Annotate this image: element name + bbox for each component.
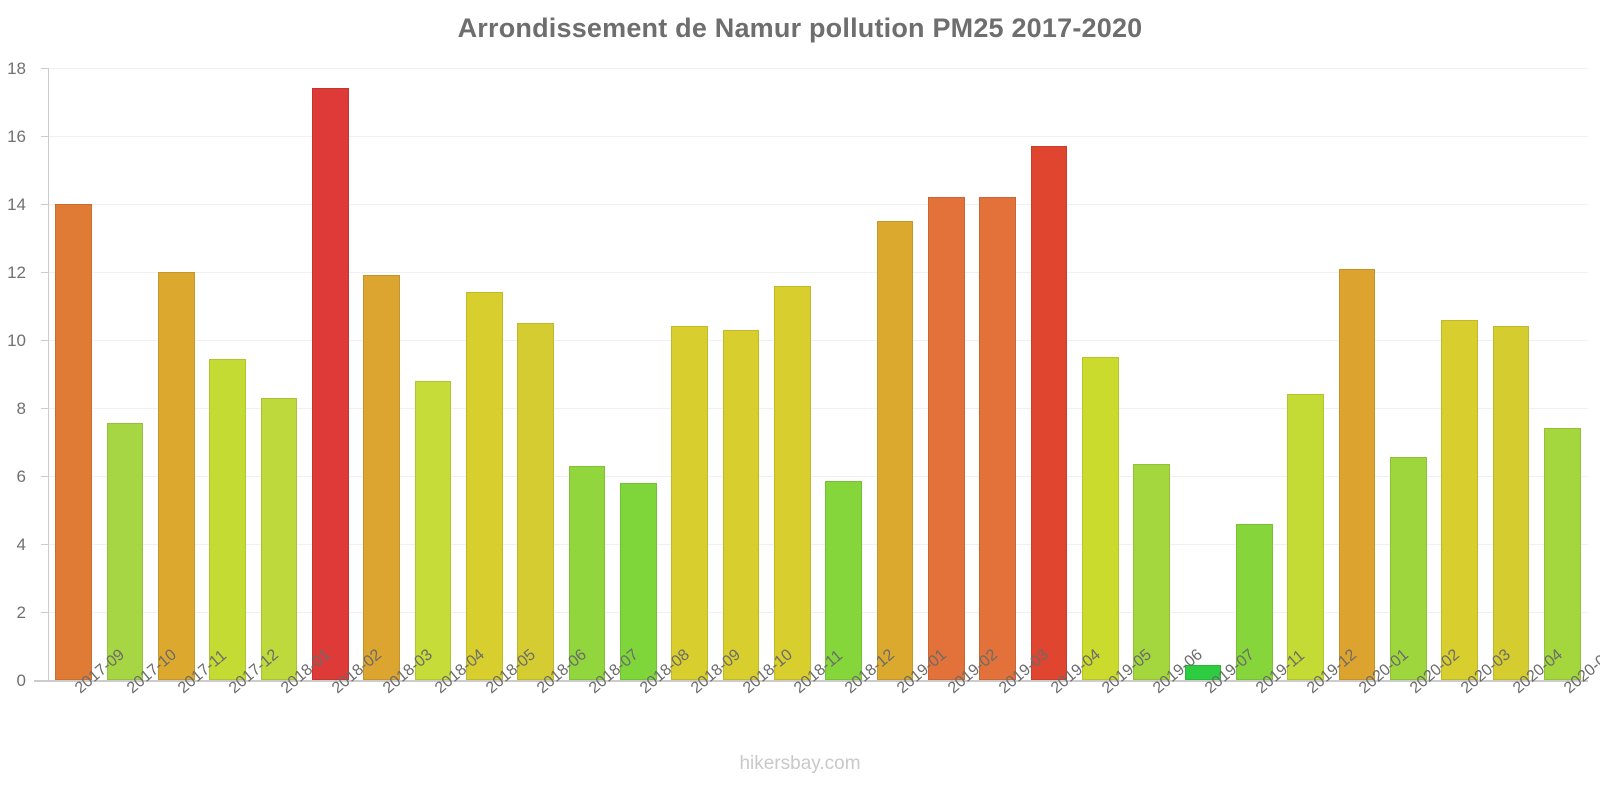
bar-fill — [1338, 268, 1376, 680]
bar-fill — [55, 204, 93, 680]
bar-fill — [414, 380, 452, 680]
bar-fill — [568, 465, 606, 680]
bar[interactable] — [1133, 464, 1171, 680]
bar-fill — [1184, 664, 1222, 680]
x-axis-labels: 2017-09 2017-10 2017-11 2017-12 2018-01 2018-… — [48, 646, 1600, 764]
gridline — [48, 136, 1588, 137]
bar-fill — [260, 397, 298, 680]
gridline — [48, 272, 1588, 273]
bar-fill — [671, 326, 709, 680]
bar[interactable] — [979, 197, 1017, 680]
bar[interactable] — [1287, 394, 1325, 680]
bar[interactable] — [517, 323, 555, 680]
x-axis-line — [34, 680, 1588, 682]
bar[interactable] — [1441, 319, 1479, 680]
bar-fill — [876, 221, 914, 680]
y-axis-tick-mark — [41, 204, 48, 205]
gridline — [48, 612, 1588, 613]
y-axis-tick-label: 10 — [7, 331, 26, 350]
y-axis-line — [48, 68, 49, 680]
bar-fill — [465, 292, 503, 680]
bar[interactable] — [157, 272, 195, 680]
y-axis-tick-mark — [41, 476, 48, 477]
bar[interactable] — [1492, 326, 1530, 680]
bar[interactable] — [106, 423, 144, 680]
bar-fill — [106, 423, 144, 680]
bar-fill — [979, 197, 1017, 680]
bar-fill — [1287, 394, 1325, 680]
y-axis-tick-label: 8 — [16, 399, 26, 418]
y-axis-tick-label: 12 — [7, 263, 26, 282]
y-axis-tick-mark — [41, 272, 48, 273]
bar[interactable] — [1543, 428, 1581, 680]
bar-fill — [927, 197, 965, 680]
bar-fill — [619, 482, 657, 680]
source-credit: hikersbay.com — [739, 753, 861, 774]
bar[interactable] — [568, 465, 606, 680]
y-axis-tick-mark — [41, 680, 48, 681]
bar[interactable] — [209, 358, 247, 680]
y-axis-tick-label: 0 — [16, 671, 26, 690]
bar[interactable] — [363, 275, 401, 680]
bar-fill — [722, 329, 760, 680]
y-axis-tick-mark — [41, 68, 48, 69]
y-axis-tick-mark — [41, 408, 48, 409]
bar[interactable] — [1338, 268, 1376, 680]
bar-fill — [1389, 457, 1427, 680]
bar-fill — [1030, 146, 1068, 680]
y-axis-tick-label: 2 — [16, 603, 26, 622]
bar-fill — [311, 88, 349, 680]
y-axis-tick-mark — [41, 612, 48, 613]
bar-fill — [1235, 523, 1273, 680]
gridline — [48, 340, 1588, 341]
bar-fill — [209, 358, 247, 680]
y-axis-tick-mark — [41, 340, 48, 341]
bar[interactable] — [773, 285, 811, 680]
bar-fill — [1543, 428, 1581, 680]
bar-fill — [1441, 319, 1479, 680]
bar-fill — [773, 285, 811, 680]
y-axis-tick-mark — [41, 544, 48, 545]
bar[interactable] — [1389, 457, 1427, 680]
bar-fill — [1133, 464, 1171, 680]
bar[interactable] — [722, 329, 760, 680]
bar[interactable] — [876, 221, 914, 680]
gridline — [48, 544, 1588, 545]
bar[interactable] — [825, 481, 863, 680]
bar[interactable] — [1235, 523, 1273, 680]
bar-fill — [157, 272, 195, 680]
y-axis-tick-label: 6 — [16, 467, 26, 486]
page-title: Arrondissement de Namur pollution PM25 2… — [457, 13, 1143, 43]
bar[interactable] — [311, 88, 349, 680]
bar[interactable] — [260, 397, 298, 680]
bar-fill — [1081, 357, 1119, 680]
bar[interactable] — [1184, 664, 1222, 680]
y-axis-tick-mark — [41, 136, 48, 137]
gridline — [48, 408, 1588, 409]
bar[interactable] — [1030, 146, 1068, 680]
bar[interactable] — [671, 326, 709, 680]
bars-layer — [48, 68, 1588, 680]
y-axis-tick-label: 14 — [7, 195, 26, 214]
bar[interactable] — [55, 204, 93, 680]
bar-fill — [1492, 326, 1530, 680]
y-axis-tick-label: 16 — [7, 127, 26, 146]
plot-area: 0 2 4 6 8 10 12 14 16 18 — [7, 59, 1588, 690]
bar-fill — [517, 323, 555, 680]
y-axis-tick-label: 4 — [16, 535, 26, 554]
bar[interactable] — [465, 292, 503, 680]
gridline — [48, 68, 1588, 69]
bar[interactable] — [619, 482, 657, 680]
gridline — [48, 204, 1588, 205]
bar[interactable] — [414, 380, 452, 680]
bar[interactable] — [927, 197, 965, 680]
gridline — [48, 476, 1588, 477]
bar-fill — [363, 275, 401, 680]
y-axis-tick-label: 18 — [7, 59, 26, 78]
bar-fill — [825, 481, 863, 680]
bar[interactable] — [1081, 357, 1119, 680]
